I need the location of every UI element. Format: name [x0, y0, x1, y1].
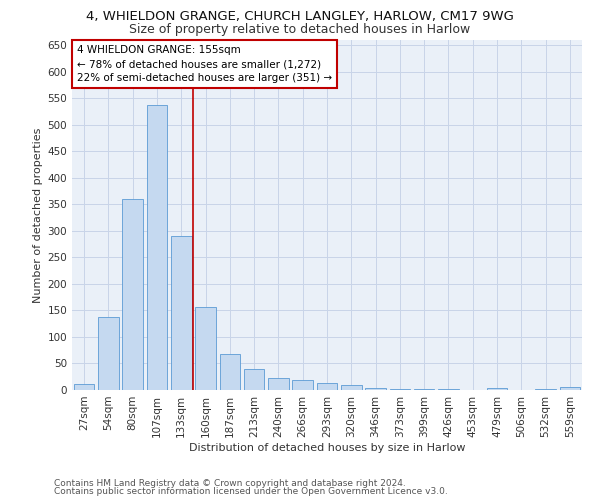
- Text: Contains HM Land Registry data © Crown copyright and database right 2024.: Contains HM Land Registry data © Crown c…: [54, 478, 406, 488]
- Bar: [220, 354, 240, 390]
- Text: 4 WHIELDON GRANGE: 155sqm
← 78% of detached houses are smaller (1,272)
22% of se: 4 WHIELDON GRANGE: 155sqm ← 78% of detac…: [77, 46, 332, 83]
- Bar: [292, 380, 313, 390]
- Bar: [317, 382, 337, 390]
- Bar: [195, 306, 216, 390]
- Y-axis label: Number of detached properties: Number of detached properties: [33, 128, 43, 302]
- Bar: [146, 105, 167, 390]
- Bar: [244, 369, 265, 390]
- Text: 4, WHIELDON GRANGE, CHURCH LANGLEY, HARLOW, CM17 9WG: 4, WHIELDON GRANGE, CHURCH LANGLEY, HARL…: [86, 10, 514, 23]
- Bar: [560, 388, 580, 390]
- Text: Size of property relative to detached houses in Harlow: Size of property relative to detached ho…: [130, 22, 470, 36]
- Bar: [365, 388, 386, 390]
- Bar: [341, 384, 362, 390]
- X-axis label: Distribution of detached houses by size in Harlow: Distribution of detached houses by size …: [189, 442, 465, 452]
- Bar: [98, 318, 119, 390]
- Bar: [389, 389, 410, 390]
- Bar: [171, 236, 191, 390]
- Bar: [268, 378, 289, 390]
- Bar: [487, 388, 508, 390]
- Text: Contains public sector information licensed under the Open Government Licence v3: Contains public sector information licen…: [54, 486, 448, 496]
- Bar: [122, 199, 143, 390]
- Bar: [74, 384, 94, 390]
